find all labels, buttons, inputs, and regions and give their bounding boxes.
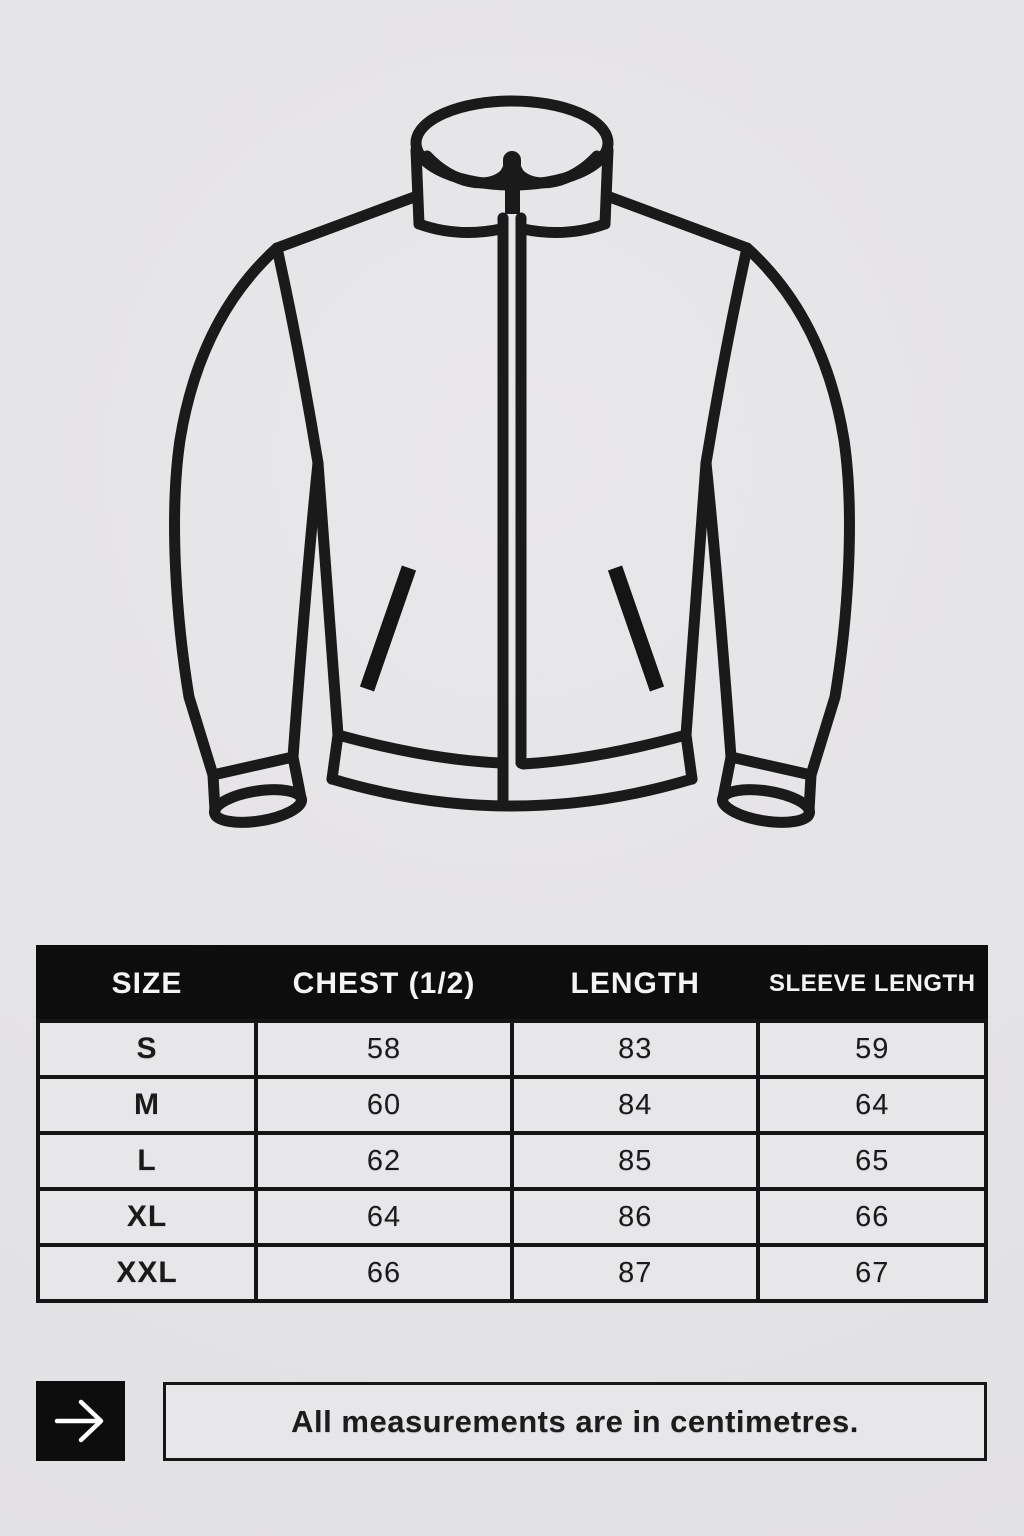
collar-base-left bbox=[413, 218, 507, 239]
sleeve-outer-left bbox=[169, 242, 283, 781]
cuff-rim-right bbox=[725, 751, 817, 781]
table-row: M 60 84 64 bbox=[35, 1075, 988, 1135]
length-value: 83 bbox=[509, 1019, 761, 1079]
size-table-header-row: SIZE CHEST (1/2) LENGTH SLEEVE LENGTH bbox=[35, 945, 988, 1023]
cuff-edge-left-inner bbox=[287, 751, 307, 804]
collar-inner-rim-right bbox=[507, 150, 603, 189]
sleeve-value: 59 bbox=[756, 1019, 988, 1079]
size-table: SIZE CHEST (1/2) LENGTH SLEEVE LENGTH S … bbox=[35, 945, 988, 1303]
sleeve-inner-right bbox=[700, 457, 737, 763]
table-row: S 58 83 59 bbox=[35, 1019, 988, 1079]
cuff-edge-left-outer bbox=[207, 769, 221, 817]
length-value: 87 bbox=[509, 1243, 761, 1303]
sleeve-value: 67 bbox=[756, 1243, 988, 1303]
hem-side-left bbox=[326, 729, 344, 785]
right-arrow-icon bbox=[54, 1399, 103, 1443]
sleeve-value: 66 bbox=[756, 1187, 988, 1247]
collar-inner-rim-left bbox=[421, 150, 517, 189]
cuff-rim-left bbox=[207, 751, 299, 781]
table-row: L 62 85 65 bbox=[35, 1131, 988, 1191]
size-label: L bbox=[35, 1131, 259, 1191]
sleeve-inner-left bbox=[287, 457, 324, 763]
chest-value: 64 bbox=[254, 1187, 514, 1247]
shoulder-left bbox=[271, 190, 423, 254]
jacket-outline bbox=[169, 95, 855, 828]
pocket-slit-left bbox=[359, 565, 417, 692]
chest-value: 62 bbox=[254, 1131, 514, 1191]
cuff-opening-left bbox=[208, 784, 308, 828]
arrow-icon-box bbox=[36, 1381, 125, 1461]
size-label: XXL bbox=[35, 1243, 259, 1303]
collar-base-right bbox=[517, 218, 611, 239]
header-chest: CHEST (1/2) bbox=[254, 945, 514, 1023]
sleeve-outer-right bbox=[741, 242, 855, 781]
cuff-edge-right-outer bbox=[803, 769, 817, 817]
chest-value: 58 bbox=[254, 1019, 514, 1079]
hem-bottom bbox=[326, 773, 698, 812]
pocket-slit-right bbox=[607, 565, 665, 692]
size-label: S bbox=[35, 1019, 259, 1079]
hem-top-right bbox=[517, 729, 692, 770]
pocket-slits bbox=[359, 565, 665, 692]
cuff-opening-right bbox=[716, 784, 816, 828]
hem-side-right bbox=[680, 729, 698, 785]
sleeve-value: 64 bbox=[756, 1075, 988, 1135]
hem-top-left bbox=[332, 729, 507, 769]
header-sleeve-length: SLEEVE LENGTH bbox=[756, 945, 988, 1023]
body-side-left bbox=[271, 242, 344, 741]
size-label: M bbox=[35, 1075, 259, 1135]
header-size: SIZE bbox=[35, 945, 259, 1023]
jacket-illustration bbox=[169, 95, 855, 828]
measurements-note: All measurements are in centimetres. bbox=[163, 1382, 987, 1461]
zipper-slider bbox=[505, 187, 520, 214]
sleeve-value: 65 bbox=[756, 1131, 988, 1191]
body-side-right bbox=[680, 242, 753, 741]
header-length: LENGTH bbox=[509, 945, 761, 1023]
cuff-edge-right-inner bbox=[717, 751, 737, 804]
length-value: 85 bbox=[509, 1131, 761, 1191]
size-label: XL bbox=[35, 1187, 259, 1247]
length-value: 84 bbox=[509, 1075, 761, 1135]
length-value: 86 bbox=[509, 1187, 761, 1247]
collar-side-right bbox=[599, 144, 614, 230]
chest-value: 60 bbox=[254, 1075, 514, 1135]
measurements-note-text: All measurements are in centimetres. bbox=[291, 1403, 859, 1439]
shoulder-right bbox=[601, 190, 753, 254]
chest-value: 66 bbox=[254, 1243, 514, 1303]
table-row: XXL 66 87 67 bbox=[35, 1243, 988, 1303]
table-row: XL 64 86 66 bbox=[35, 1187, 988, 1247]
collar-side-left bbox=[410, 144, 425, 230]
